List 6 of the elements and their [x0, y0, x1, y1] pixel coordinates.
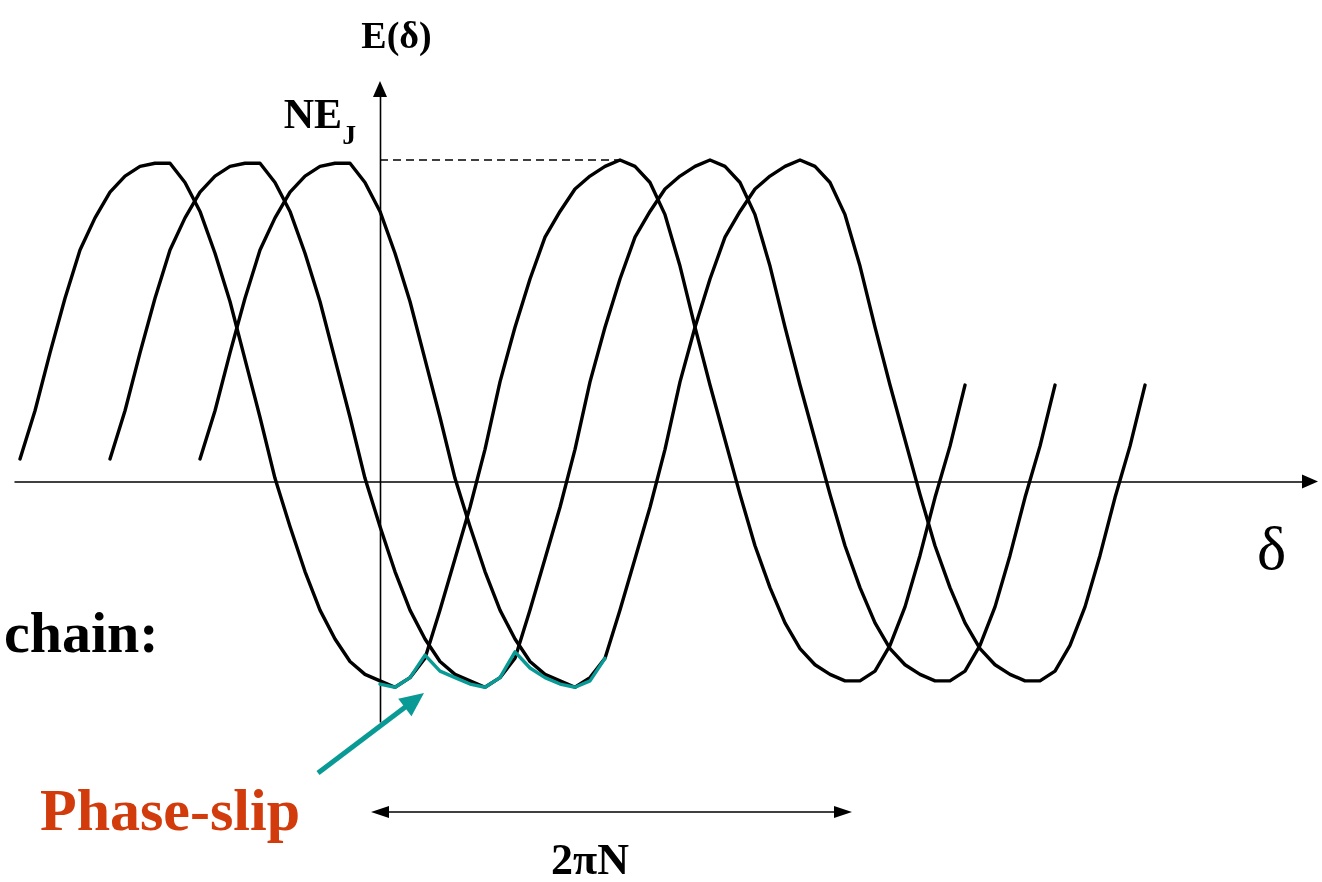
text: 2πN — [551, 835, 630, 882]
y-axis-title: E(δ) — [361, 13, 432, 57]
annotation: chain: — [4, 600, 159, 665]
x-axis-title: δ — [1256, 513, 1287, 582]
text: Phase-slip — [40, 777, 301, 843]
legend-label: NE$_{J}$ — [283, 91, 357, 150]
